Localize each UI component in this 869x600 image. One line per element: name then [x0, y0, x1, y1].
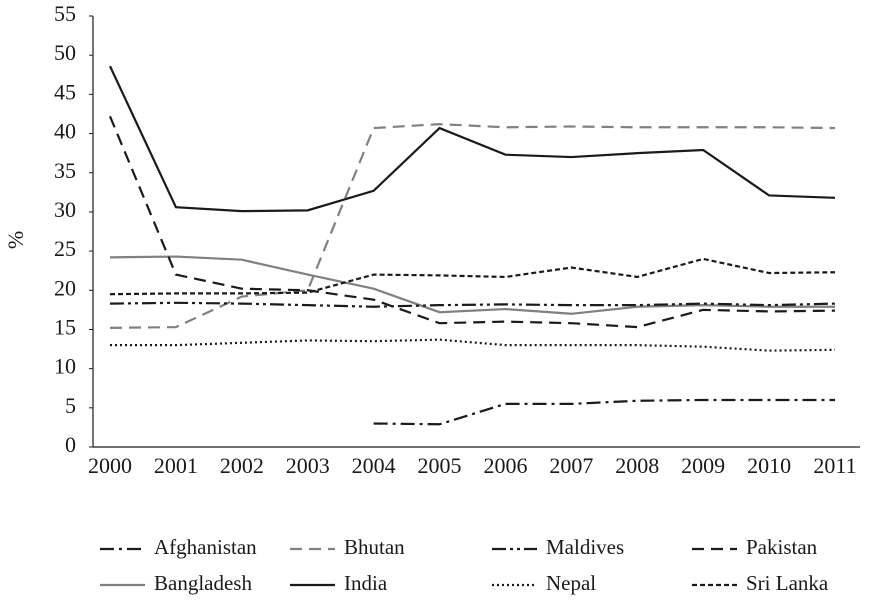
legend-label: Pakistan — [746, 535, 818, 559]
series-line — [373, 398, 835, 426]
y-tick-label: 15 — [54, 315, 76, 340]
legend-label: Nepal — [546, 571, 596, 595]
x-tick-label: 2001 — [154, 453, 198, 478]
y-axis-label: % — [3, 231, 28, 249]
x-tick-label: 2010 — [747, 453, 791, 478]
series-line — [109, 301, 836, 308]
x-tick-label: 2002 — [220, 453, 264, 478]
x-tick-label: 2003 — [286, 453, 330, 478]
legend-label: Maldives — [546, 535, 624, 559]
x-tick-label: 2006 — [483, 453, 527, 478]
series-line — [109, 123, 836, 329]
legend-label: Sri Lanka — [746, 571, 829, 595]
x-tick-label: 2007 — [549, 453, 593, 478]
legend-label: Bangladesh — [154, 571, 252, 595]
legend-label: Afghanistan — [154, 535, 257, 559]
y-tick-label: 50 — [54, 40, 76, 65]
y-tick-label: 25 — [54, 236, 76, 261]
x-tick-label: 2009 — [681, 453, 725, 478]
y-tick-label: 30 — [54, 197, 76, 222]
x-tick-label: 2008 — [615, 453, 659, 478]
legend-label: India — [344, 571, 388, 595]
y-tick-label: 55 — [54, 1, 76, 26]
series-line — [110, 338, 836, 352]
y-tick-label: 45 — [54, 79, 76, 104]
series-line — [109, 255, 835, 315]
legend-label: Bhutan — [344, 535, 405, 559]
y-tick-label: 10 — [54, 354, 76, 379]
y-tick-label: 5 — [65, 393, 76, 418]
x-tick-label: 2000 — [88, 453, 132, 478]
x-tick-label: 2004 — [352, 453, 396, 478]
series-line — [109, 65, 836, 213]
y-tick-label: 0 — [65, 432, 76, 457]
y-tick-label: 20 — [54, 275, 76, 300]
x-tick-label: 2011 — [813, 453, 856, 478]
y-tick-label: 40 — [54, 119, 76, 144]
x-tick-label: 2005 — [418, 453, 462, 478]
series-line — [109, 257, 836, 296]
series-line — [108, 115, 836, 329]
y-tick-label: 35 — [54, 158, 76, 183]
